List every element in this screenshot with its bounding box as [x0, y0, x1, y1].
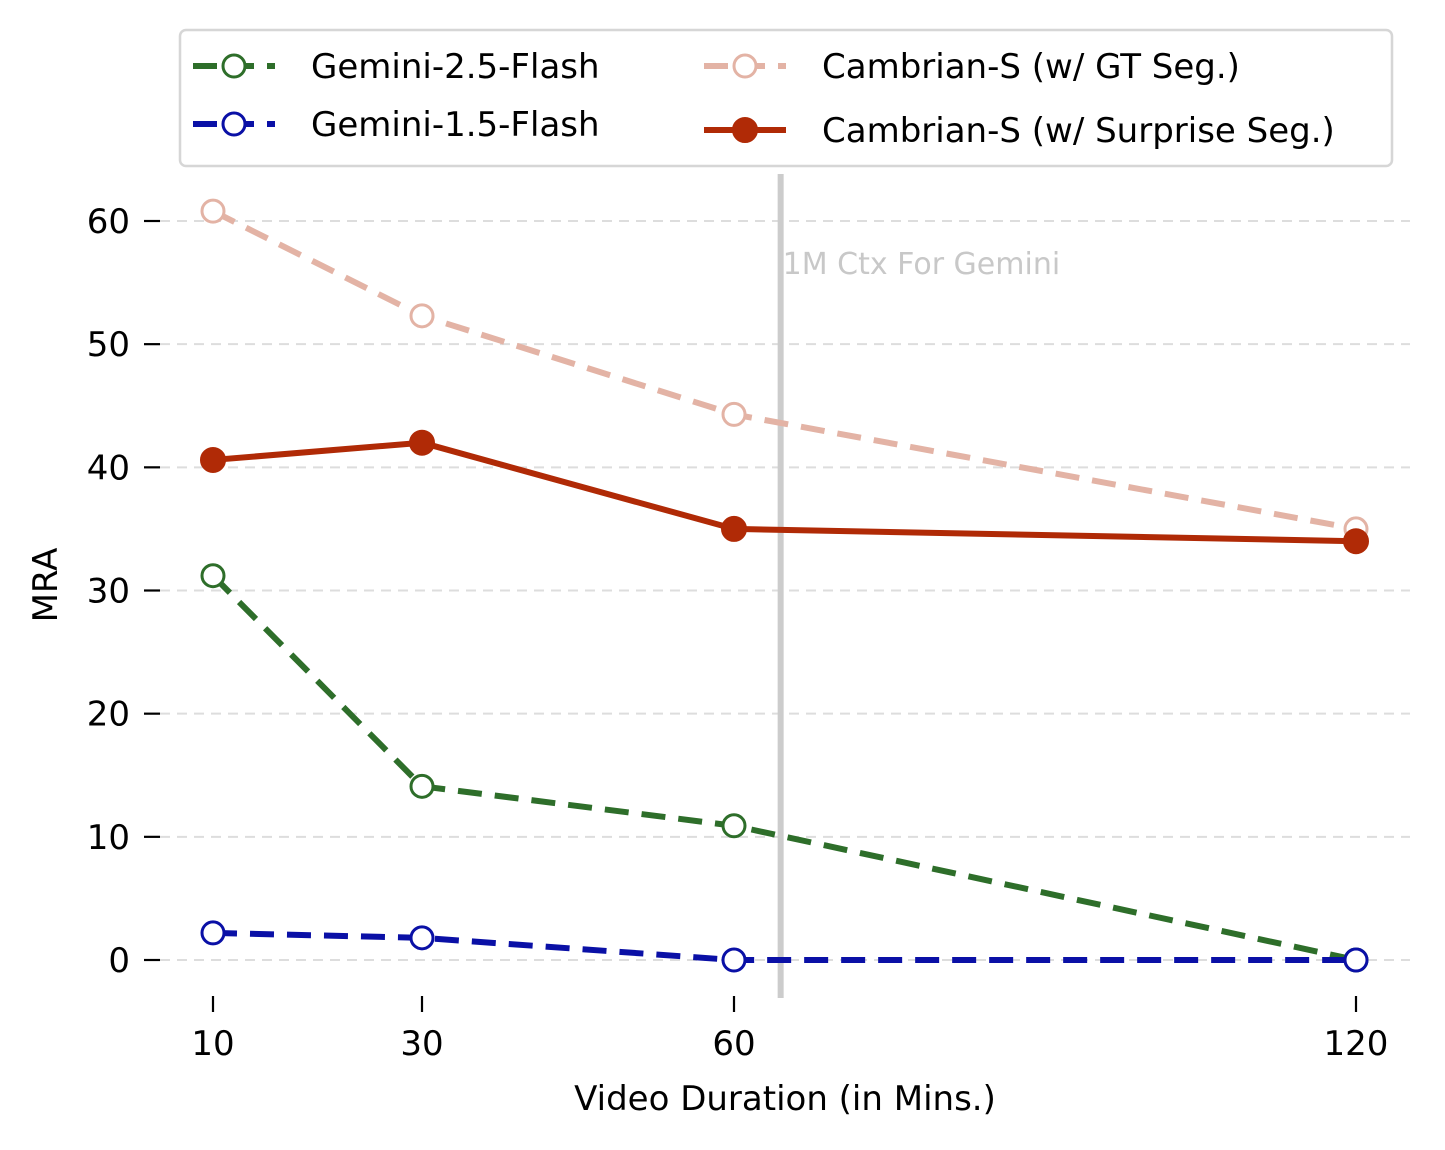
- x-axis-label: Video Duration (in Mins.): [574, 1079, 996, 1119]
- y-tick-label: 20: [87, 695, 130, 735]
- legend-entry-3: Cambrian-S (w/ Surprise Seg.): [704, 111, 1335, 151]
- data-point: [200, 920, 226, 946]
- series-line: [212, 929, 1356, 963]
- data-point: [409, 303, 435, 329]
- data-point: [409, 429, 435, 456]
- data-point: [1343, 947, 1369, 973]
- data-point: [721, 813, 747, 839]
- series-3: [200, 429, 1369, 555]
- legend-label: Gemini-2.5-Flash: [311, 47, 600, 87]
- y-axis-label: MRA: [26, 548, 66, 623]
- data-point: [721, 401, 747, 427]
- data-point: [200, 198, 226, 224]
- data-point: [200, 446, 226, 473]
- legend: Gemini-2.5-Flash Gemini-1.5-Flash Cambrian…: [178, 28, 1394, 168]
- annotation: 1M Ctx For Gemini: [777, 174, 1061, 998]
- data-point: [409, 773, 435, 799]
- data-point: [200, 563, 226, 589]
- series-line: [211, 208, 1357, 532]
- y-tick-label: 10: [87, 818, 130, 858]
- legend-entry-0: Gemini-2.5-Flash: [193, 47, 600, 87]
- x-tick-label: 30: [400, 1024, 443, 1064]
- series-line: [212, 439, 1357, 545]
- data-point: [721, 947, 747, 973]
- axes: 0 10 20 30 40 50 60 10 30 60 120: [87, 202, 1389, 1064]
- legend-box: [178, 28, 1394, 168]
- y-tick-label: 40: [87, 448, 130, 488]
- legend-marker: [221, 111, 247, 137]
- grid: [160, 220, 1410, 961]
- y-tick-label: 60: [87, 202, 130, 242]
- context-limit-label: 1M Ctx For Gemini: [783, 247, 1061, 282]
- legend-label: Gemini-1.5-Flash: [311, 105, 600, 145]
- data-point: [721, 515, 747, 542]
- legend-entry-1: Gemini-1.5-Flash: [193, 105, 600, 145]
- x-tick-label: 10: [191, 1024, 234, 1064]
- x-tick-label: 60: [712, 1024, 755, 1064]
- y-tick-label: 50: [87, 325, 130, 365]
- legend-label: Cambrian-S (w/ GT Seg.): [822, 47, 1240, 87]
- legend-marker: [732, 117, 758, 143]
- legend-entry-2: Cambrian-S (w/ GT Seg.): [704, 47, 1240, 87]
- x-tick-label: 120: [1324, 1024, 1389, 1064]
- data-point: [409, 925, 435, 951]
- legend-marker: [732, 53, 758, 79]
- data-point: [1343, 528, 1369, 555]
- series: [200, 198, 1369, 973]
- y-tick-label: 30: [87, 572, 130, 612]
- y-tick-label: 0: [108, 941, 130, 981]
- series-0: [200, 563, 1369, 973]
- legend-marker: [221, 53, 247, 79]
- series-line: [210, 573, 1357, 963]
- series-1: [200, 920, 1369, 973]
- legend-label: Cambrian-S (w/ Surprise Seg.): [822, 111, 1335, 151]
